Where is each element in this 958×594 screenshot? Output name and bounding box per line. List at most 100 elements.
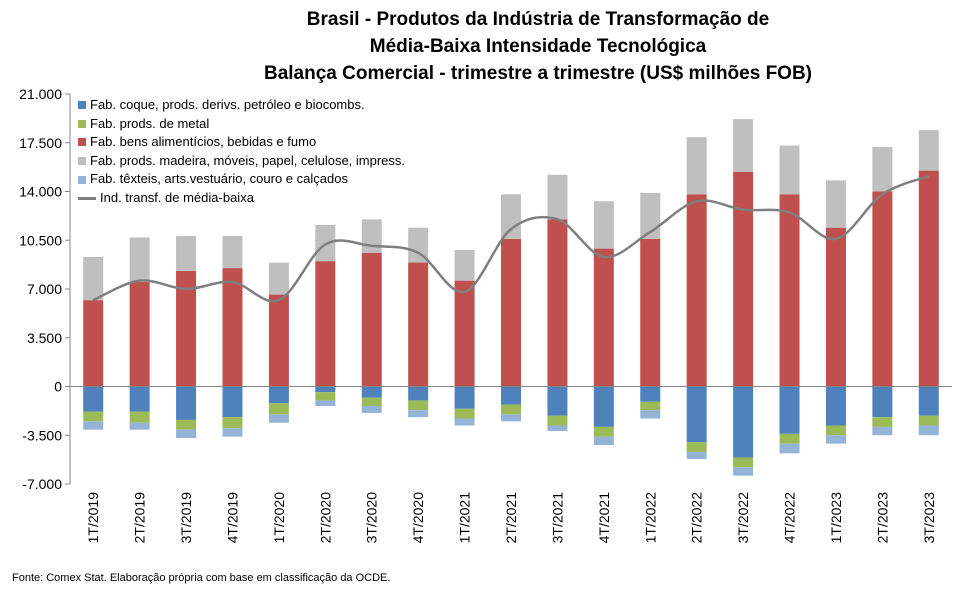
bar-texteis xyxy=(222,428,243,437)
bar-metal xyxy=(268,403,289,415)
bar-alimentos xyxy=(268,294,289,387)
bar-coque xyxy=(454,386,475,409)
bar-alimentos xyxy=(176,270,197,387)
y-tick-label: 10.500 xyxy=(19,232,62,248)
bar-madeira xyxy=(872,146,893,192)
legend-item-texteis: Fab. têxteis, arts.vestuário, couro e ca… xyxy=(78,170,405,189)
bar-madeira xyxy=(918,130,939,171)
bar-alimentos xyxy=(918,170,939,387)
bar-madeira xyxy=(825,180,846,228)
x-tick-label: 2T/2019 xyxy=(132,492,148,544)
legend-item-madeira: Fab. prods. madeira, móveis, papel, celu… xyxy=(78,152,405,171)
bar-coque xyxy=(593,386,614,427)
bar-madeira xyxy=(686,137,707,195)
bar-alimentos xyxy=(501,238,521,387)
bar-madeira xyxy=(408,227,429,263)
bar-metal xyxy=(825,425,846,436)
bar-madeira xyxy=(222,236,243,269)
bar-texteis xyxy=(593,436,614,445)
bar-metal xyxy=(733,457,754,468)
legend-swatch-metal xyxy=(78,119,86,128)
chart-title: Brasil - Produtos da Indústria de Transf… xyxy=(0,6,958,87)
line-series-media-baixa xyxy=(92,175,930,303)
bar-alimentos xyxy=(129,282,150,387)
bar-metal xyxy=(640,401,661,411)
bar-madeira xyxy=(83,256,104,301)
bar-alimentos xyxy=(686,194,707,387)
bar-coque xyxy=(408,386,429,401)
bar-alimentos xyxy=(315,261,336,387)
bar-texteis xyxy=(872,426,893,436)
y-tick-label: 0 xyxy=(54,379,62,395)
bar-texteis xyxy=(361,406,382,413)
x-tick-label: 4T/2019 xyxy=(224,492,240,544)
bar-texteis xyxy=(733,467,754,476)
bar-alimentos xyxy=(454,280,475,387)
bar-texteis xyxy=(779,443,800,454)
y-tick-label: 21.000 xyxy=(19,86,62,102)
bar-alimentos xyxy=(361,252,382,387)
bar-alimentos xyxy=(733,172,754,387)
bar-metal xyxy=(872,417,893,427)
bar-texteis xyxy=(501,414,521,422)
x-tick-label: 1T/2019 xyxy=(85,492,101,544)
legend-swatch-coque xyxy=(78,101,86,110)
bar-coque xyxy=(315,386,336,393)
x-tick-label: 3T/2022 xyxy=(735,492,751,544)
bar-coque xyxy=(779,386,800,434)
bar-metal xyxy=(779,433,800,444)
bar-alimentos xyxy=(640,238,661,387)
bar-madeira xyxy=(268,262,289,295)
x-tick-label: 1T/2022 xyxy=(642,492,658,544)
bar-texteis xyxy=(686,451,707,459)
bar-alimentos xyxy=(779,194,800,387)
bar-metal xyxy=(593,426,614,437)
bar-metal xyxy=(315,392,336,401)
bar-texteis xyxy=(825,435,846,444)
bar-coque xyxy=(872,386,893,418)
legend-item-line: Ind. transf. de média-baixa xyxy=(78,189,405,208)
bar-alimentos xyxy=(83,300,104,387)
bar-alimentos xyxy=(872,191,893,387)
legend-swatch-texteis xyxy=(78,175,86,184)
bar-coque xyxy=(640,386,661,402)
x-tick-label: 3T/2023 xyxy=(921,492,937,544)
legend-label-line: Ind. transf. de média-baixa xyxy=(100,189,254,205)
bar-alimentos xyxy=(408,262,429,387)
bar-texteis xyxy=(315,400,336,406)
x-tick-label: 2T/2020 xyxy=(317,492,333,544)
bar-coque xyxy=(825,386,846,426)
bar-metal xyxy=(361,397,382,406)
legend-item-metal: Fab. prods. de metal xyxy=(78,115,405,134)
bar-madeira xyxy=(501,194,521,239)
bar-coque xyxy=(268,386,289,404)
bar-madeira xyxy=(361,219,382,253)
legend-swatch-line xyxy=(78,196,96,200)
bar-alimentos xyxy=(825,227,846,387)
x-tick-label: 1T/2021 xyxy=(457,492,473,544)
legend-swatch-alimentos xyxy=(78,138,86,147)
bar-coque xyxy=(686,386,707,443)
bar-madeira xyxy=(129,237,150,283)
bar-coque xyxy=(83,386,104,412)
bar-metal xyxy=(454,408,475,419)
bar-madeira xyxy=(593,201,614,249)
y-tick-label: 7.000 xyxy=(27,281,62,297)
y-tick-label: -3.500 xyxy=(22,427,62,443)
x-tick-label: 1T/2023 xyxy=(828,492,844,544)
bar-madeira xyxy=(454,250,475,281)
bar-texteis xyxy=(547,425,568,432)
bar-metal xyxy=(222,417,243,429)
x-tick-label: 2T/2021 xyxy=(503,492,519,544)
bar-texteis xyxy=(454,418,475,426)
bar-texteis xyxy=(176,429,197,439)
y-tick-label: 14.000 xyxy=(19,184,62,200)
bar-coque xyxy=(222,386,243,418)
bar-texteis xyxy=(129,422,150,430)
chart-legend: Fab. coque, prods. derivs. petróleo e bi… xyxy=(78,96,405,208)
y-tick-label: -7.000 xyxy=(22,476,62,492)
chart-title-line-3: Balança Comercial - trimestre a trimestr… xyxy=(263,63,813,84)
bar-metal xyxy=(408,400,429,411)
legend-item-coque: Fab. coque, prods. derivs. petróleo e bi… xyxy=(78,96,405,115)
x-tick-label: 4T/2022 xyxy=(782,492,798,544)
